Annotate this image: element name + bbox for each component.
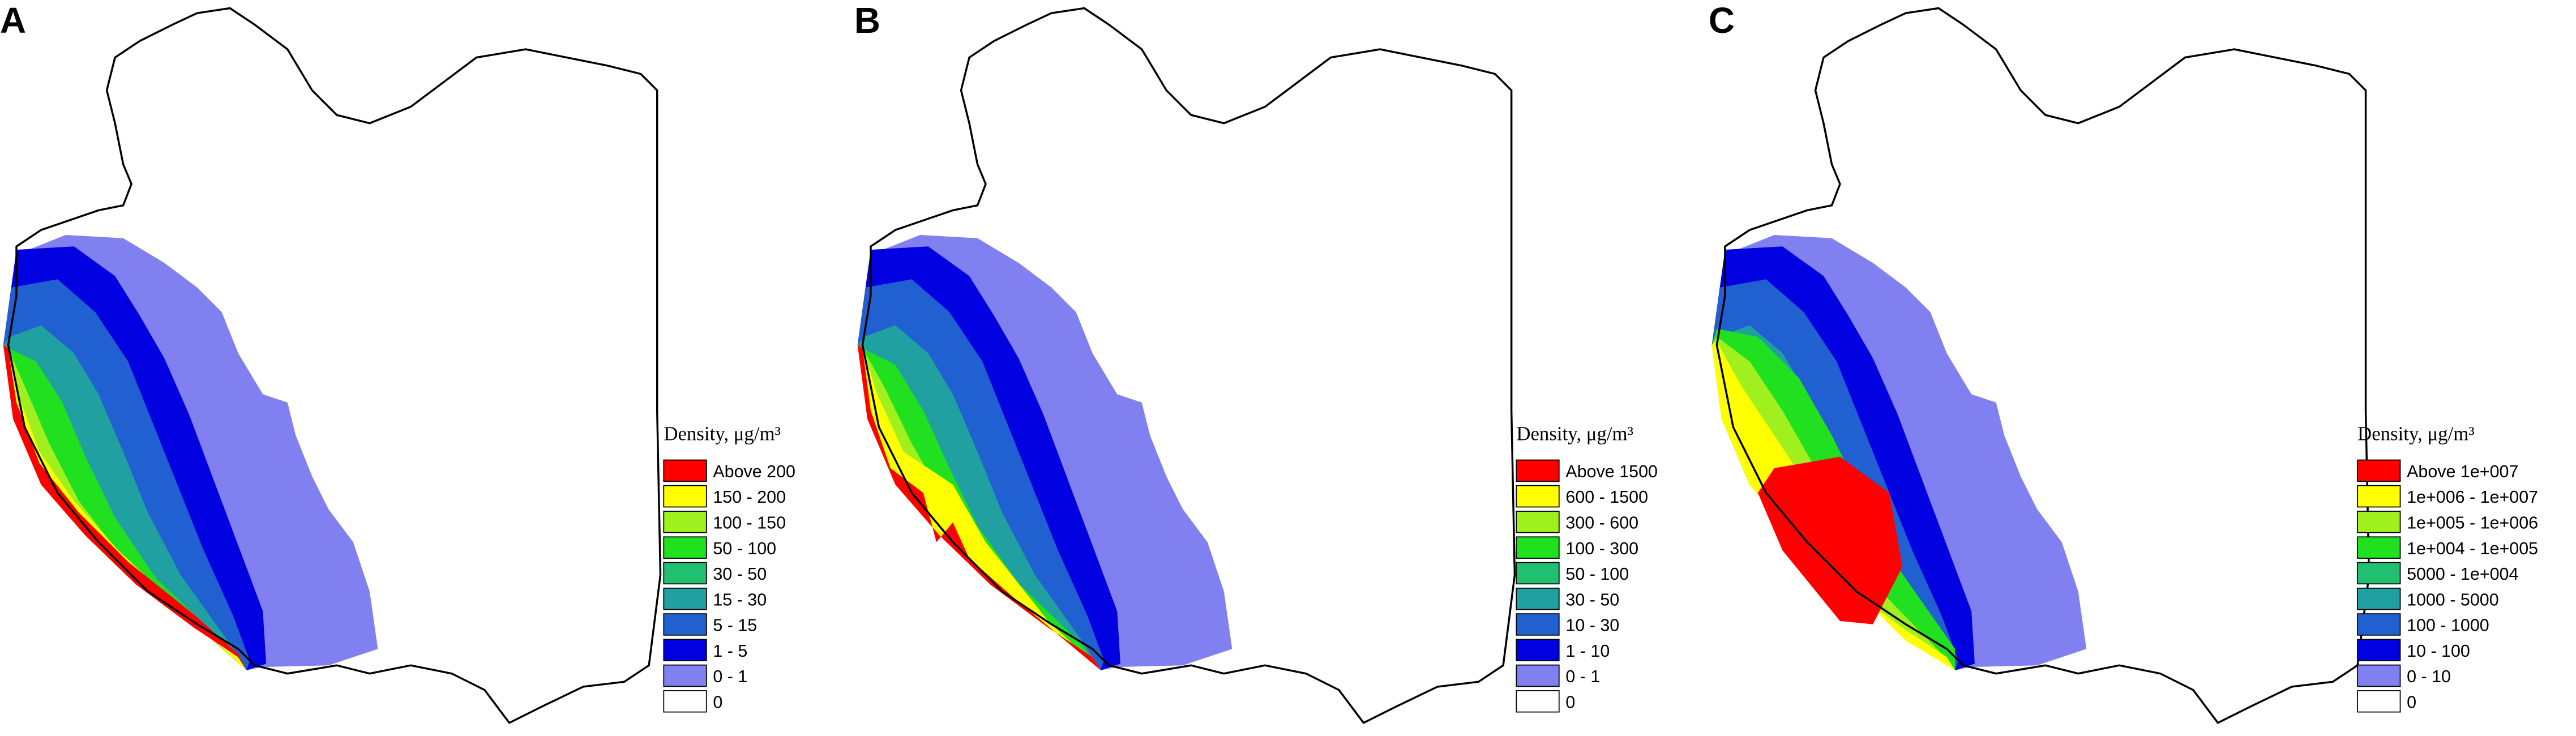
legend-label: 0 - 1 [713,667,747,686]
legend-swatch [663,613,707,636]
legend-label: 0 - 10 [2407,667,2451,686]
legend-label: 10 - 30 [1565,616,1619,635]
legend-swatch [2357,459,2401,482]
legend-label: 15 - 30 [713,590,767,609]
legend-label: 10 - 100 [2407,641,2470,661]
legend-label: 1e+005 - 1e+006 [2407,514,2538,533]
legend-swatch [1516,613,1560,636]
legend-swatch [1516,511,1560,533]
legend-swatch [663,511,707,533]
legend-label: 1e+006 - 1e+007 [2407,487,2538,507]
legend-swatch [663,459,707,482]
legend-label: Above 200 [713,462,795,481]
legend-label: 1 - 10 [1565,641,1610,661]
panel-label: B [854,0,880,41]
legend-swatch [1516,562,1560,585]
legend-swatch [663,562,707,585]
panel-label: A [0,0,26,41]
legend-label: Above 1500 [1565,462,1658,481]
legend-swatch [2357,536,2401,559]
legend-swatch [663,485,707,508]
legend-swatch [2357,639,2401,661]
legend-label: 50 - 100 [1565,564,1629,584]
legend-title: Density, μg/m³ [1516,423,1633,445]
legend-swatch [2357,562,2401,585]
legend-label: 100 - 150 [713,514,786,533]
legend-swatch [663,690,707,713]
map-panel: B Density, μg/m³ Above 1500 600 - 1500 300 -… [854,0,1658,724]
legend-label: 1000 - 5000 [2407,590,2499,609]
legend-swatch [2357,664,2401,687]
legend-label: 50 - 100 [713,539,776,558]
legend-swatch [2357,690,2401,713]
legend-label: 5 - 15 [713,616,757,635]
legend-label: 0 - 1 [1565,667,1600,686]
legend-label: 30 - 50 [1565,590,1619,609]
legend-label: 300 - 600 [1565,514,1638,533]
legend-title: Density, μg/m³ [2357,423,2475,445]
legend-label: Above 1e+007 [2407,462,2518,481]
legend-label: 100 - 300 [1565,539,1638,558]
legend-swatch [663,639,707,661]
legend-label: 0 [1565,692,1575,712]
panel-label: C [1709,0,1735,41]
legend-label: 100 - 1000 [2407,616,2489,635]
legend-swatch [1516,639,1560,661]
legend-title: Density, μg/m³ [664,423,781,445]
map-panel: A Density, μg/m³ Above 200 150 - 200 100 - 1… [0,0,795,724]
legend-label: 150 - 200 [713,487,786,507]
plume-zone [3,345,247,670]
legend-swatch [663,664,707,687]
legend-label: 5000 - 1e+004 [2407,564,2518,584]
map-panel: C Density, μg/m³ Above 1e+007 1e+006 - 1e+0… [1709,0,2538,724]
legend-swatch [2357,511,2401,533]
legend-label: 600 - 1500 [1565,487,1648,507]
legend-swatch [1516,690,1560,713]
legend-label: 0 [713,692,722,712]
legend-swatch [1516,459,1560,482]
legend-label: 0 [2407,692,2416,712]
legend-swatch [2357,485,2401,508]
legend-label: 30 - 50 [713,564,767,584]
legend-swatch [663,536,707,559]
legend-label: 1 - 5 [713,641,747,661]
legend-swatch [1516,587,1560,610]
legend-swatch [1516,664,1560,687]
legend-swatch [2357,587,2401,610]
legend-swatch [2357,613,2401,636]
legend-swatch [663,587,707,610]
legend-swatch [1516,485,1560,508]
plume-zone [1757,456,1903,624]
legend-label: 1e+004 - 1e+005 [2407,539,2538,558]
plume-zone [857,345,1101,670]
legend-swatch [1516,536,1560,559]
